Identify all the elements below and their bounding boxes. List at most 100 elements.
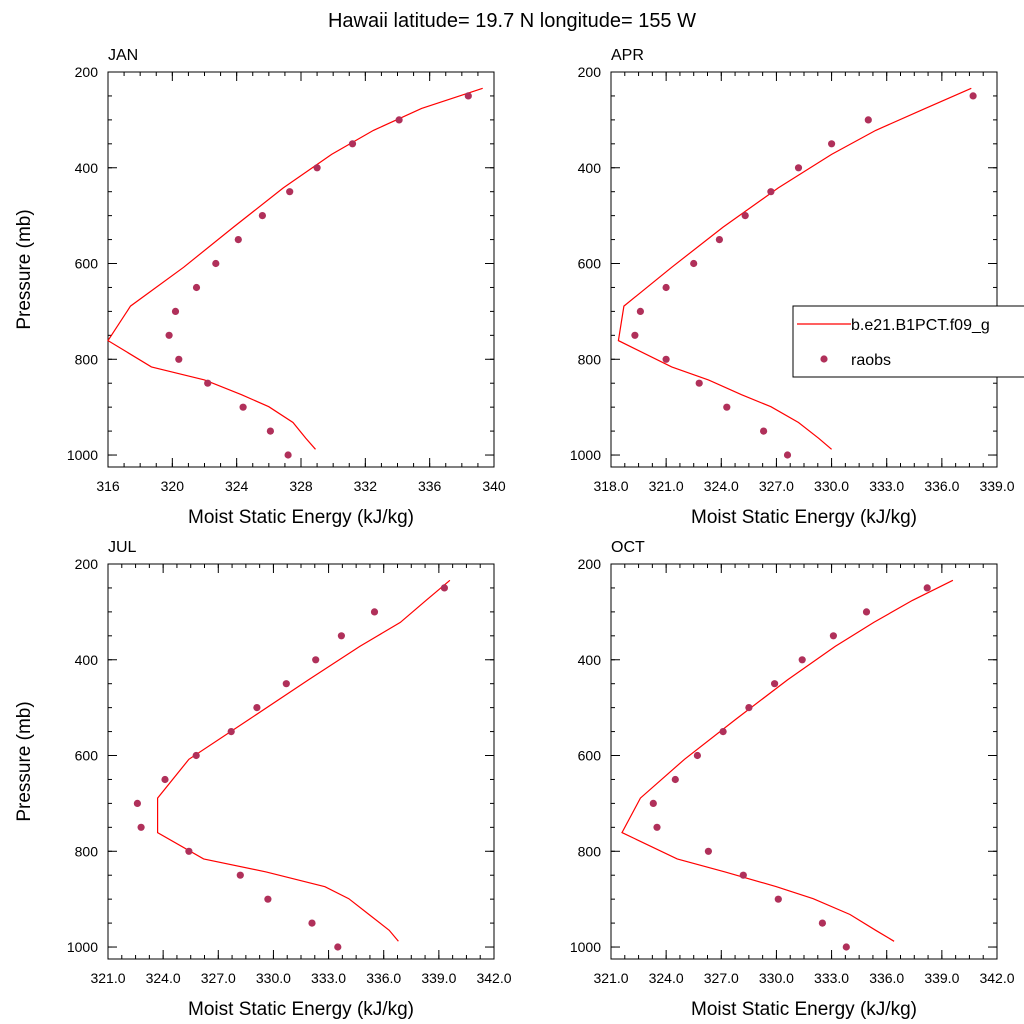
raobs-point xyxy=(334,943,342,951)
y-tick-label: 400 xyxy=(75,652,99,668)
raobs-point xyxy=(695,379,703,387)
legend-label-raobs: raobs xyxy=(851,352,891,369)
raobs-point xyxy=(440,584,448,592)
x-tick-label: 321.0 xyxy=(593,970,628,986)
raobs-point xyxy=(370,608,379,616)
raobs-point xyxy=(771,680,779,688)
raobs-point xyxy=(774,895,782,903)
raobs-point xyxy=(253,704,261,712)
y-tick-label: 400 xyxy=(75,160,99,176)
raobs-point xyxy=(395,116,403,124)
x-tick-label: 320 xyxy=(161,478,185,494)
model-profile-line xyxy=(617,87,972,450)
y-tick-label: 1000 xyxy=(67,447,98,463)
model-profile-line xyxy=(621,579,954,942)
raobs-point xyxy=(739,871,747,879)
x-tick-label: 342.0 xyxy=(979,970,1014,986)
y-tick-label: 200 xyxy=(578,556,602,572)
y-tick-label: 1000 xyxy=(67,939,98,955)
raobs-point xyxy=(794,164,803,172)
raobs-point xyxy=(693,751,702,760)
y-tick-label: 800 xyxy=(578,843,602,859)
x-tick-label: 333.0 xyxy=(869,478,904,494)
y-tick-label: 400 xyxy=(578,160,602,176)
x-tick-label: 339.0 xyxy=(924,970,959,986)
x-tick-label: 327.0 xyxy=(704,970,739,986)
x-tick-label: 333.0 xyxy=(311,970,346,986)
y-axis-label: Pressure (mb) xyxy=(14,209,35,329)
figure-title: Hawaii latitude= 19.7 N longitude= 155 W xyxy=(328,10,696,32)
raobs-point xyxy=(204,379,212,387)
x-tick-label: 321.0 xyxy=(90,970,125,986)
raobs-point xyxy=(690,259,698,268)
y-axis-label: Pressure (mb) xyxy=(14,701,35,821)
y-tick-label: 600 xyxy=(75,748,99,764)
x-tick-label: 336.0 xyxy=(366,970,401,986)
y-tick-label: 200 xyxy=(75,64,99,80)
raobs-point xyxy=(715,236,724,244)
raobs-point xyxy=(631,331,639,339)
raobs-point xyxy=(312,656,320,664)
raobs-point xyxy=(313,164,321,172)
raobs-point xyxy=(137,823,145,831)
legend-marker-swatch xyxy=(820,355,828,363)
x-tick-label: 339.0 xyxy=(421,970,456,986)
raobs-point xyxy=(818,919,827,927)
x-tick-label: 327.0 xyxy=(201,970,236,986)
x-tick-label: 342.0 xyxy=(476,970,511,986)
panel-title: JAN xyxy=(108,47,138,64)
x-tick-label: 324.0 xyxy=(704,478,739,494)
raobs-point xyxy=(760,427,768,435)
y-tick-label: 600 xyxy=(75,256,99,272)
raobs-point xyxy=(133,799,141,808)
x-tick-label: 340 xyxy=(482,478,506,494)
legend-box xyxy=(792,305,1024,378)
plot-frame xyxy=(107,71,495,468)
x-tick-label: 318.0 xyxy=(593,478,628,494)
panel-title: APR xyxy=(611,47,644,64)
raobs-point xyxy=(234,236,242,244)
raobs-point xyxy=(723,403,731,411)
raobs-point xyxy=(704,847,713,855)
raobs-point xyxy=(286,188,294,196)
raobs-point xyxy=(662,283,670,292)
raobs-point xyxy=(192,283,201,292)
x-tick-label: 336.0 xyxy=(869,970,904,986)
x-tick-label: 330.0 xyxy=(256,970,291,986)
y-tick-label: 400 xyxy=(578,652,602,668)
model-profile-line xyxy=(157,579,451,942)
y-tick-label: 800 xyxy=(578,351,602,367)
y-tick-label: 200 xyxy=(75,556,99,572)
y-tick-label: 600 xyxy=(578,748,602,764)
raobs-point xyxy=(264,895,272,903)
x-axis-label: Moist Static Energy (kJ/kg) xyxy=(691,999,917,1020)
raobs-point xyxy=(348,140,357,148)
legend-label-model: b.e21.B1PCT.f09_g xyxy=(851,317,990,334)
plot-frame xyxy=(107,563,495,960)
y-tick-label: 600 xyxy=(578,256,602,272)
raobs-point xyxy=(337,632,345,640)
x-tick-label: 327.0 xyxy=(759,478,794,494)
raobs-point xyxy=(171,307,180,315)
x-tick-label: 333.0 xyxy=(814,970,849,986)
x-tick-label: 316 xyxy=(96,478,120,494)
panel-jan: JAN 316 320 324 328 332 336 340 200 400 600 800 1000… xyxy=(14,47,506,528)
x-tick-label: 328 xyxy=(289,478,313,494)
raobs-point xyxy=(282,680,290,688)
model-profile-line xyxy=(107,87,483,450)
raobs-point xyxy=(719,728,727,736)
x-tick-label: 330.0 xyxy=(759,970,794,986)
raobs-point xyxy=(767,188,775,196)
raobs-point xyxy=(671,775,679,784)
raobs-point xyxy=(227,728,235,736)
x-tick-label: 321.0 xyxy=(649,478,684,494)
raobs-point xyxy=(161,775,169,784)
x-tick-label: 339.0 xyxy=(979,478,1014,494)
raobs-point xyxy=(649,799,657,808)
raobs-point xyxy=(969,92,977,100)
raobs-point xyxy=(308,919,316,927)
raobs-point xyxy=(236,871,244,879)
x-tick-label: 330.0 xyxy=(814,478,849,494)
raobs-point xyxy=(212,259,220,268)
raobs-point xyxy=(828,140,836,148)
